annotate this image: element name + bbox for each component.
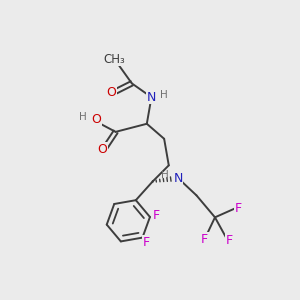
Text: CH₃: CH₃ <box>103 52 125 66</box>
Text: H: H <box>161 170 169 180</box>
Text: H: H <box>160 90 168 100</box>
Text: O: O <box>97 143 107 156</box>
Text: F: F <box>235 202 242 214</box>
Text: F: F <box>153 209 160 222</box>
Text: N: N <box>147 91 156 104</box>
Text: O: O <box>91 113 101 126</box>
Text: F: F <box>201 233 208 246</box>
Text: H: H <box>80 112 87 122</box>
Text: F: F <box>225 234 233 247</box>
Text: N: N <box>173 172 183 184</box>
Text: O: O <box>106 86 116 99</box>
Text: F: F <box>143 236 150 249</box>
